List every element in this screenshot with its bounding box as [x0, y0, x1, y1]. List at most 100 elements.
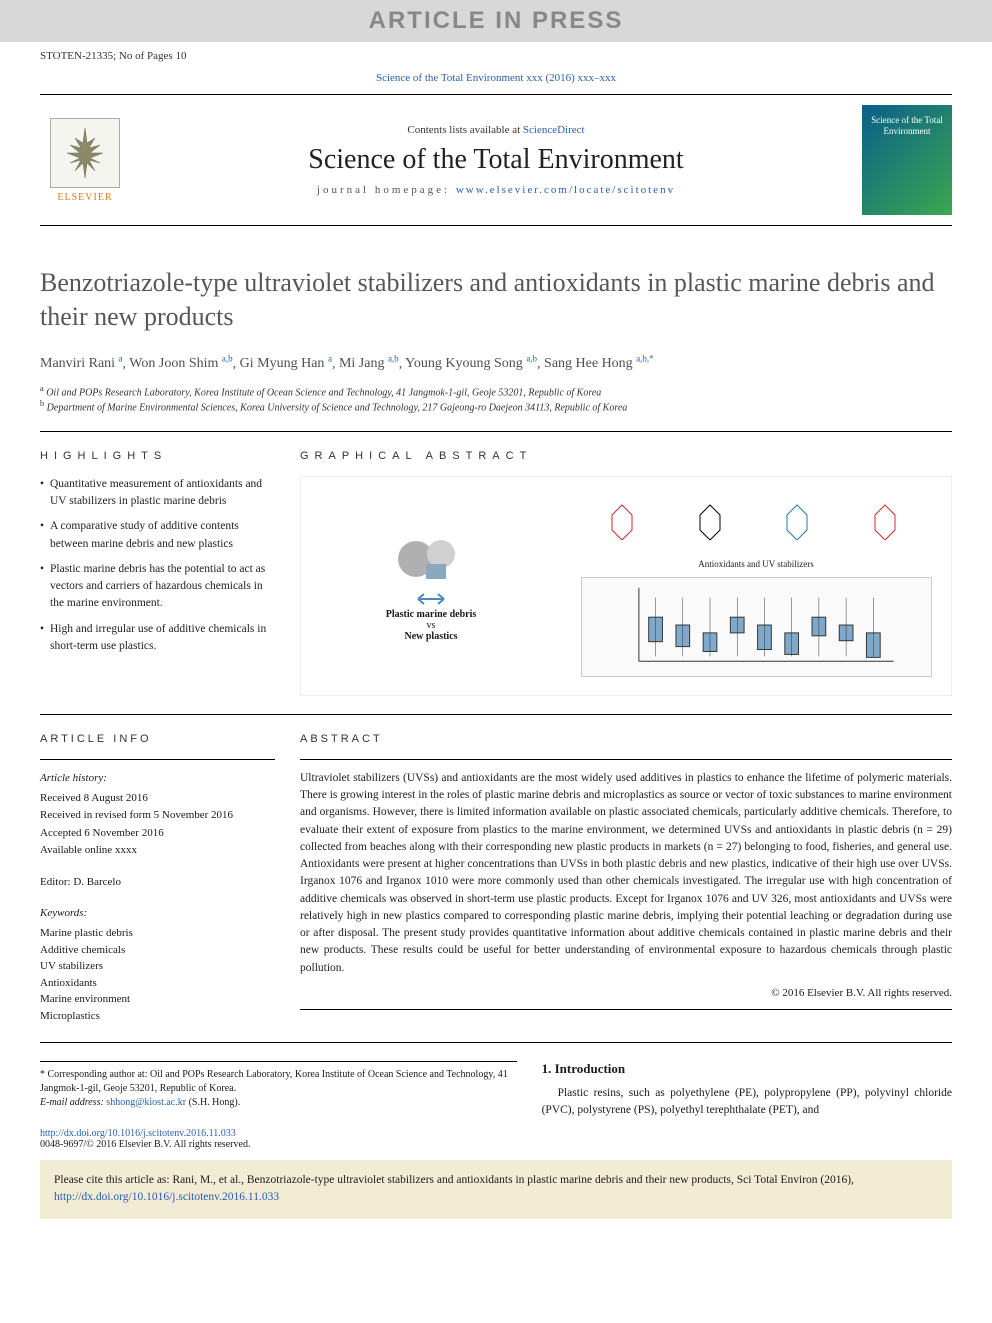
- plastic-debris-icon: [391, 529, 471, 589]
- email-link[interactable]: shhong@kiost.ac.kr: [106, 1097, 186, 1108]
- citation-text: Please cite this article as: Rani, M., e…: [54, 1174, 854, 1186]
- article-info-label: ARTICLE INFO: [40, 733, 275, 745]
- affiliation: a Oil and POPs Research Laboratory, Kore…: [40, 384, 952, 398]
- contents-available-line: Contents lists available at ScienceDirec…: [130, 124, 862, 136]
- author: Won Joon Shim a,b: [129, 356, 232, 371]
- keywords-block: Keywords: Marine plastic debris Additive…: [40, 905, 275, 1024]
- affiliations: a Oil and POPs Research Laboratory, Kore…: [40, 384, 952, 413]
- corresponding-note: * Corresponding author at: Oil and POPs …: [40, 1061, 517, 1110]
- author-list: Manviri Rani a, Won Joon Shim a,b, Gi My…: [40, 354, 952, 373]
- keyword: Microplastics: [40, 1008, 275, 1025]
- keyword: Additive chemicals: [40, 942, 275, 959]
- corr-email-line: E-mail address: shhong@kiost.ac.kr (S.H.…: [40, 1096, 517, 1110]
- history-item: Available online xxxx: [40, 842, 275, 860]
- highlights-column: HIGHLIGHTS Quantitative measurement of a…: [40, 450, 300, 696]
- abstract-copyright: © 2016 Elsevier B.V. All rights reserved…: [300, 987, 952, 999]
- molecule-structures: [581, 495, 932, 555]
- author: Gi Myung Han a: [240, 356, 332, 371]
- email-suffix: (S.H. Hong).: [186, 1097, 240, 1108]
- article-in-press-banner: ARTICLE IN PRESS: [0, 0, 992, 42]
- divider: [300, 1009, 952, 1010]
- keyword: Marine environment: [40, 991, 275, 1008]
- double-arrow-icon: [416, 589, 446, 609]
- doi-link[interactable]: http://dx.doi.org/10.1016/j.scitotenv.20…: [40, 1128, 236, 1139]
- ga-label: Plastic marine debris: [386, 609, 477, 620]
- footer-intro-row: * Corresponding author at: Oil and POPs …: [40, 1061, 952, 1150]
- journal-cover-thumbnail: Science of the Total Environment: [862, 105, 952, 215]
- highlight-item: A comparative study of additive contents…: [40, 518, 275, 553]
- graphical-abstract-label: GRAPHICAL ABSTRACT: [300, 450, 952, 462]
- article-info-column: ARTICLE INFO Article history: Received 8…: [40, 733, 300, 1024]
- introduction-column: 1. Introduction Plastic resins, such as …: [542, 1061, 952, 1150]
- intro-heading: 1. Introduction: [542, 1061, 952, 1077]
- corr-text: * Corresponding author at: Oil and POPs …: [40, 1068, 517, 1096]
- contents-prefix: Contents lists available at: [407, 124, 522, 136]
- editor-label: Editor:: [40, 876, 71, 888]
- citation-doi-link[interactable]: http://dx.doi.org/10.1016/j.scitotenv.20…: [54, 1191, 279, 1203]
- intro-text: Plastic resins, such as polyethylene (PE…: [542, 1085, 952, 1120]
- divider: [40, 1042, 952, 1043]
- divider: [40, 714, 952, 715]
- abstract-label: ABSTRACT: [300, 733, 952, 745]
- article-id-line: STOTEN-21335; No of Pages 10: [0, 42, 992, 66]
- history-item: Accepted 6 November 2016: [40, 825, 275, 843]
- keyword: Antioxidants: [40, 975, 275, 992]
- keywords-list: Marine plastic debris Additive chemicals…: [40, 925, 275, 1024]
- molecule-icon: [602, 495, 647, 540]
- highlights-label: HIGHLIGHTS: [40, 450, 275, 462]
- publisher-name: ELSEVIER: [57, 192, 112, 203]
- affiliation: b Department of Marine Environmental Sci…: [40, 399, 952, 413]
- divider: [40, 431, 952, 432]
- molecule-icon: [865, 495, 910, 540]
- divider: [300, 759, 952, 760]
- graphical-abstract-figure: Plastic marine debris vs New plastics An…: [300, 476, 952, 696]
- cover-text: Science of the Total Environment: [862, 115, 952, 137]
- highlight-item: Quantitative measurement of antioxidants…: [40, 476, 275, 511]
- ga-label: vs: [427, 620, 436, 631]
- masthead-left: ELSEVIER: [40, 118, 130, 203]
- keyword: Marine plastic debris: [40, 925, 275, 942]
- article-title: Benzotriazole-type ultraviolet stabilize…: [40, 266, 952, 334]
- sciencedirect-link[interactable]: ScienceDirect: [523, 124, 585, 136]
- article-history: Article history: Received 8 August 2016 …: [40, 770, 275, 860]
- ga-left-panel: Plastic marine debris vs New plastics: [301, 477, 561, 695]
- history-item: Received in revised form 5 November 2016: [40, 807, 275, 825]
- molecules-caption: Antioxidants and UV stabilizers: [698, 559, 814, 569]
- highlight-item: Plastic marine debris has the potential …: [40, 561, 275, 613]
- history-heading: Article history:: [40, 770, 275, 788]
- homepage-prefix: journal homepage:: [317, 184, 456, 196]
- boxplot-chart: [581, 577, 932, 677]
- info-abstract-row: ARTICLE INFO Article history: Received 8…: [40, 733, 952, 1024]
- abstract-text: Ultraviolet stabilizers (UVSs) and antio…: [300, 770, 952, 977]
- divider: [40, 759, 275, 760]
- editor-name: D. Barcelo: [73, 876, 121, 888]
- author: Manviri Rani a: [40, 356, 123, 371]
- journal-ref-link[interactable]: Science of the Total Environment xxx (20…: [376, 72, 616, 84]
- homepage-link[interactable]: www.elsevier.com/locate/scitotenv: [456, 184, 675, 196]
- keywords-heading: Keywords:: [40, 905, 275, 923]
- journal-name: Science of the Total Environment: [130, 144, 862, 176]
- banner-text: ARTICLE IN PRESS: [369, 7, 624, 35]
- email-label: E-mail address:: [40, 1097, 106, 1108]
- journal-masthead: ELSEVIER Contents lists available at Sci…: [40, 94, 952, 226]
- abstract-column: ABSTRACT Ultraviolet stabilizers (UVSs) …: [300, 733, 952, 1024]
- journal-reference-line: Science of the Total Environment xxx (20…: [0, 66, 992, 94]
- author: Young Kyoung Song a,b: [405, 356, 537, 371]
- issn-line: 0048-9697/© 2016 Elsevier B.V. All right…: [40, 1139, 517, 1150]
- corresponding-column: * Corresponding author at: Oil and POPs …: [40, 1061, 542, 1150]
- keyword: UV stabilizers: [40, 958, 275, 975]
- molecule-icon: [777, 495, 822, 540]
- masthead-center: Contents lists available at ScienceDirec…: [130, 124, 862, 196]
- graphical-abstract-column: GRAPHICAL ABSTRACT Plastic marine debris…: [300, 450, 952, 696]
- ga-right-panel: Antioxidants and UV stabilizers: [561, 477, 951, 695]
- homepage-line: journal homepage: www.elsevier.com/locat…: [130, 184, 862, 196]
- molecule-icon: [690, 495, 735, 540]
- highlight-item: High and irregular use of additive chemi…: [40, 621, 275, 656]
- author: Mi Jang a,b: [339, 356, 399, 371]
- citation-box: Please cite this article as: Rani, M., e…: [40, 1160, 952, 1219]
- editor-block: Editor: D. Barcelo: [40, 874, 275, 892]
- doi-block: http://dx.doi.org/10.1016/j.scitotenv.20…: [40, 1128, 517, 1150]
- ga-label: New plastics: [404, 631, 457, 642]
- history-item: Received 8 August 2016: [40, 790, 275, 808]
- author: Sang Hee Hong a,b,*: [544, 356, 654, 371]
